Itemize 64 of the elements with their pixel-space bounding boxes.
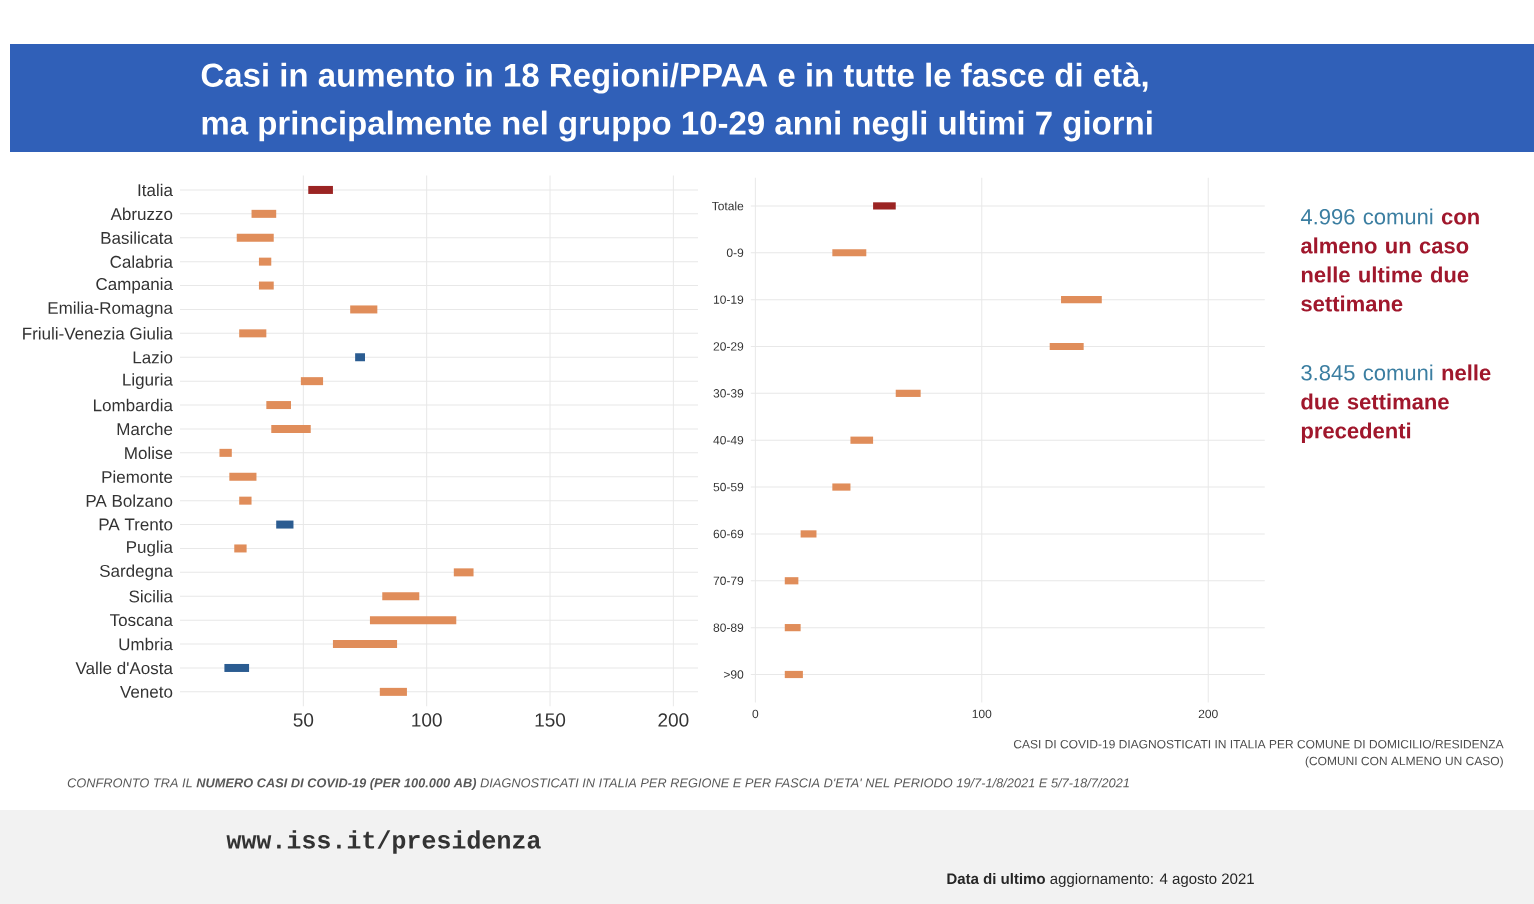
bar — [276, 520, 294, 529]
y-tick-label: Molise — [125, 446, 173, 460]
bar — [369, 616, 457, 625]
x-tick-label: 100 — [412, 713, 442, 727]
text: 4.996 comuni con almeno un caso nelle ultime due settimane — [1300, 208, 1479, 312]
bar — [382, 592, 420, 601]
y-tick-label: Lombardia — [93, 398, 173, 412]
text: www.iss.it/presidenza — [226, 830, 541, 854]
bar — [251, 209, 277, 218]
x-tick-label: 50 — [293, 713, 314, 727]
bar — [258, 281, 274, 290]
text: ma principalmente nel gruppo 10-29 anni negli ultimi 7 giorni — [202, 110, 1152, 142]
y-tick-label: Piemonte — [102, 470, 173, 483]
y-tick-label: Valle d'Aosta — [75, 661, 173, 675]
y-tick-label: Sardegna — [99, 564, 173, 581]
bar — [236, 233, 274, 242]
bar — [850, 436, 874, 444]
bar — [234, 544, 247, 553]
y-tick-label: Lazio — [133, 351, 173, 364]
y-tick-label: Friuli-Venezia Giulia — [23, 327, 173, 340]
bar — [239, 496, 252, 505]
y-tick-label: Marche — [117, 422, 173, 436]
bar — [224, 663, 250, 672]
y-tick-label: Sicilia — [129, 590, 173, 603]
bar — [832, 249, 867, 257]
y-tick-label: Toscana — [109, 614, 173, 627]
bar — [355, 353, 366, 362]
bar — [239, 329, 267, 338]
bar — [800, 530, 817, 538]
bar — [784, 670, 803, 679]
bar — [1061, 296, 1102, 304]
y-tick-label: Liguria — [123, 373, 173, 390]
y-tick-label: Emilia-Romagna — [48, 301, 173, 318]
bar — [300, 377, 324, 386]
bar — [332, 640, 398, 649]
y-tick-label: Umbria — [119, 637, 173, 651]
x-tick-label: 200 — [658, 713, 689, 727]
bar — [266, 401, 291, 410]
bar — [873, 202, 896, 210]
y-tick-label: Campania — [96, 277, 173, 294]
bar — [784, 624, 801, 632]
y-tick-label: Puglia — [127, 540, 173, 557]
bar — [379, 687, 407, 696]
bar — [895, 389, 921, 397]
y-tick-label: Basilicata — [101, 231, 173, 244]
bar — [784, 577, 799, 585]
y-tick-label: PA Trento — [99, 518, 173, 531]
bar — [229, 472, 257, 481]
text: 3.845 comuni nelle due settimane precedenti — [1301, 364, 1491, 443]
bar — [1049, 342, 1084, 351]
bar — [258, 257, 272, 266]
bar — [308, 185, 333, 194]
y-tick-label: PA Bolzano — [86, 494, 173, 507]
bar — [219, 448, 232, 457]
y-tick-label: Abruzzo — [110, 207, 173, 221]
bar — [453, 568, 474, 577]
bar — [832, 483, 851, 491]
y-tick-label: Calabria — [110, 255, 173, 268]
text: Casi in aumento in 18 Regioni/PPAA e in tutte le fasce di età, — [201, 62, 1148, 94]
bar — [350, 305, 378, 314]
y-tick-label: Italia — [138, 183, 173, 197]
bar — [271, 424, 311, 433]
y-tick-label: Veneto — [120, 685, 173, 698]
x-tick-label: 150 — [535, 713, 566, 727]
